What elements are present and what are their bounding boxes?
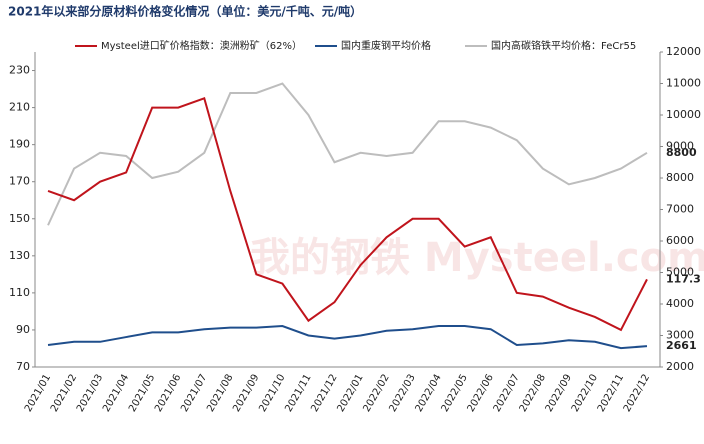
y2-tick-label: 9000 [666,140,694,153]
y2-tick-label: 5000 [666,266,694,279]
y-tick-label: 70 [16,360,30,373]
y2-tick-label: 4000 [666,297,694,310]
end-label: 117.3 [666,272,701,285]
chart-title: 2021年以来部分原材料价格变化情况（单位：美元/千吨、元/吨） [8,4,362,19]
legend-label: 国内高碳铬铁平均价格：FeCr55 [491,39,636,52]
y-tick-label: 130 [9,249,30,262]
series-line [47,325,648,350]
y2-tick-label: 10000 [666,108,701,121]
y-tick-label: 190 [9,138,30,151]
y2-tick-label: 7000 [666,203,694,216]
legend-label: Mysteel进口矿价格指数：澳洲粉矿（62%） [101,39,302,52]
y-tick-label: 110 [9,286,30,299]
y2-tick-label: 6000 [666,234,694,247]
series-line [47,97,648,332]
y2-tick-label: 8000 [666,171,694,184]
y2-tick-label: 11000 [666,77,701,90]
legend-label: 国内重废钢平均价格 [341,39,431,52]
x-tick-label: 2022/12 [622,373,652,414]
y-tick-label: 90 [16,323,30,336]
series-line [47,82,648,226]
end-label: 2661 [666,339,697,352]
y2-tick-label: 12000 [666,45,701,58]
y-tick-label: 170 [9,175,30,188]
y-tick-label: 230 [9,64,30,77]
end-label: 8800 [666,146,697,159]
y-tick-label: 150 [9,212,30,225]
y-tick-label: 210 [9,101,30,114]
y2-tick-label: 2000 [666,360,694,373]
y2-tick-label: 3000 [666,329,694,342]
